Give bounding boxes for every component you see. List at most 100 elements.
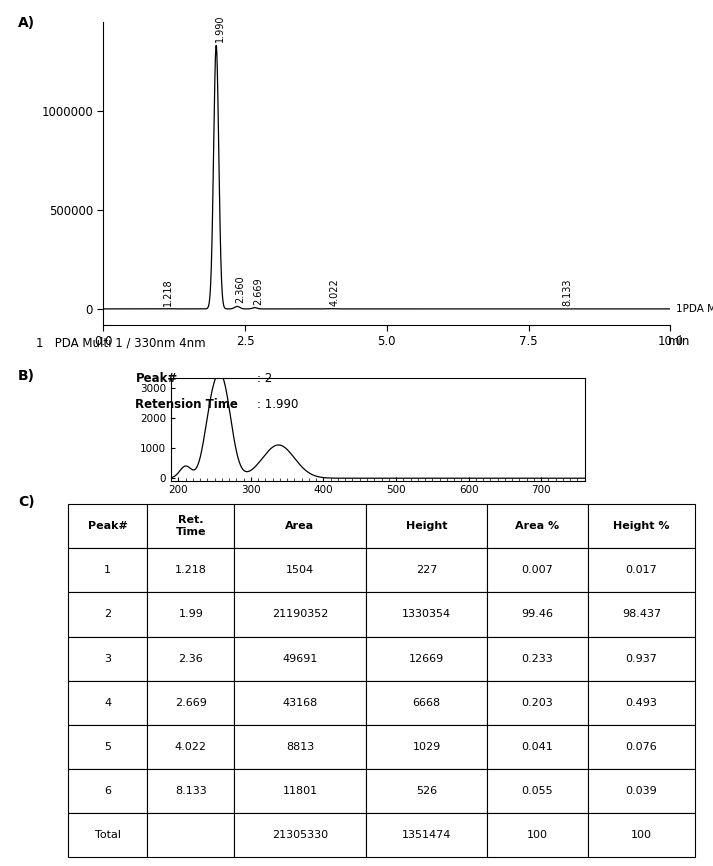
Bar bbox=[68, 592, 148, 637]
Text: 12669: 12669 bbox=[409, 654, 444, 663]
Text: Peak#: Peak# bbox=[88, 521, 128, 531]
Text: min: min bbox=[667, 335, 690, 348]
Bar bbox=[148, 637, 234, 681]
Text: 43168: 43168 bbox=[282, 698, 317, 708]
Bar bbox=[68, 725, 148, 769]
Bar bbox=[234, 504, 366, 548]
Bar bbox=[588, 813, 695, 857]
Text: 21305330: 21305330 bbox=[272, 830, 328, 840]
Text: 1029: 1029 bbox=[412, 742, 441, 752]
Text: : 1.990: : 1.990 bbox=[257, 398, 298, 411]
Text: 526: 526 bbox=[416, 786, 437, 796]
Bar bbox=[148, 548, 234, 592]
Bar bbox=[148, 504, 234, 548]
Text: 1.218: 1.218 bbox=[175, 565, 207, 575]
Text: 49691: 49691 bbox=[282, 654, 318, 663]
Text: : 2: : 2 bbox=[257, 372, 272, 385]
Bar bbox=[68, 504, 148, 548]
Bar bbox=[487, 637, 588, 681]
Text: 0.203: 0.203 bbox=[522, 698, 553, 708]
Text: 8.133: 8.133 bbox=[563, 278, 573, 306]
Text: 1330354: 1330354 bbox=[402, 610, 451, 619]
Text: 98.437: 98.437 bbox=[622, 610, 661, 619]
Text: 6: 6 bbox=[104, 786, 111, 796]
Text: 4: 4 bbox=[104, 698, 111, 708]
Text: 1504: 1504 bbox=[286, 565, 314, 575]
Bar bbox=[234, 592, 366, 637]
Bar bbox=[148, 769, 234, 813]
Text: 0.041: 0.041 bbox=[522, 742, 553, 752]
Bar bbox=[68, 548, 148, 592]
Bar bbox=[234, 813, 366, 857]
Text: 2: 2 bbox=[104, 610, 111, 619]
Text: 3: 3 bbox=[104, 654, 111, 663]
Text: 0.055: 0.055 bbox=[522, 786, 553, 796]
Text: 100: 100 bbox=[631, 830, 652, 840]
Bar bbox=[234, 548, 366, 592]
Text: 0.039: 0.039 bbox=[625, 786, 657, 796]
Text: C): C) bbox=[18, 495, 34, 509]
Bar bbox=[487, 504, 588, 548]
Bar bbox=[588, 504, 695, 548]
Bar bbox=[234, 637, 366, 681]
Bar bbox=[487, 725, 588, 769]
Text: 6668: 6668 bbox=[412, 698, 441, 708]
Text: Height: Height bbox=[406, 521, 447, 531]
Text: Ret.
Time: Ret. Time bbox=[175, 515, 206, 537]
Bar bbox=[366, 813, 487, 857]
Text: 2.669: 2.669 bbox=[253, 277, 263, 305]
Text: 100: 100 bbox=[527, 830, 548, 840]
Bar bbox=[487, 592, 588, 637]
Text: Area %: Area % bbox=[515, 521, 560, 531]
Bar bbox=[588, 592, 695, 637]
Bar bbox=[148, 725, 234, 769]
Text: 1   PDA Multi 1 / 330nm 4nm: 1 PDA Multi 1 / 330nm 4nm bbox=[36, 336, 205, 349]
Text: 8813: 8813 bbox=[286, 742, 314, 752]
Text: 0.076: 0.076 bbox=[625, 742, 657, 752]
Text: Area: Area bbox=[285, 521, 314, 531]
Bar bbox=[68, 637, 148, 681]
Text: 5: 5 bbox=[104, 742, 111, 752]
Text: 0.007: 0.007 bbox=[522, 565, 553, 575]
Text: 11801: 11801 bbox=[282, 786, 317, 796]
Text: Retension Time: Retension Time bbox=[135, 398, 238, 411]
Text: Peak#: Peak# bbox=[135, 372, 178, 385]
Bar bbox=[588, 681, 695, 725]
Text: Total: Total bbox=[95, 830, 120, 840]
Bar bbox=[366, 548, 487, 592]
Text: 0.233: 0.233 bbox=[522, 654, 553, 663]
Text: Height %: Height % bbox=[613, 521, 670, 531]
Text: 0.493: 0.493 bbox=[625, 698, 657, 708]
Bar bbox=[487, 813, 588, 857]
Text: A): A) bbox=[18, 16, 35, 29]
Bar bbox=[487, 769, 588, 813]
Text: 99.46: 99.46 bbox=[521, 610, 553, 619]
Text: B): B) bbox=[18, 369, 35, 383]
Bar bbox=[366, 637, 487, 681]
Bar bbox=[366, 592, 487, 637]
Bar bbox=[366, 769, 487, 813]
Bar bbox=[234, 769, 366, 813]
Bar bbox=[366, 725, 487, 769]
Bar bbox=[588, 769, 695, 813]
Text: 4.022: 4.022 bbox=[175, 742, 207, 752]
Text: 1351474: 1351474 bbox=[402, 830, 451, 840]
Text: 2.360: 2.360 bbox=[235, 275, 245, 303]
Bar bbox=[588, 548, 695, 592]
Bar bbox=[68, 813, 148, 857]
Bar bbox=[234, 681, 366, 725]
Text: 1.990: 1.990 bbox=[215, 15, 225, 42]
Text: 1.99: 1.99 bbox=[178, 610, 203, 619]
Bar bbox=[487, 681, 588, 725]
Bar bbox=[487, 548, 588, 592]
Bar bbox=[148, 592, 234, 637]
Bar bbox=[234, 725, 366, 769]
Text: 227: 227 bbox=[416, 565, 437, 575]
Text: 1PDA Multi 1: 1PDA Multi 1 bbox=[676, 304, 713, 313]
Text: 4.022: 4.022 bbox=[330, 278, 340, 306]
Bar bbox=[68, 681, 148, 725]
Bar bbox=[148, 813, 234, 857]
Text: 2.669: 2.669 bbox=[175, 698, 207, 708]
Text: 0.017: 0.017 bbox=[625, 565, 657, 575]
Text: 0.937: 0.937 bbox=[625, 654, 657, 663]
